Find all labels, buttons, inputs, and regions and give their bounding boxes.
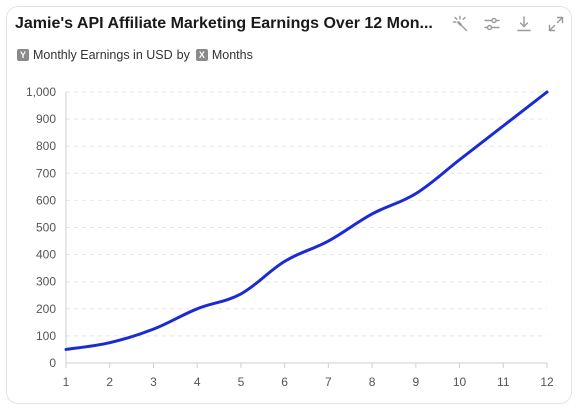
x-tick-label: 1 [63, 375, 70, 389]
y-tick-label: 500 [36, 221, 56, 235]
x-tick-labels: 1 2 3 4 5 6 7 8 9 10 11 12 [63, 375, 554, 389]
legend-by: by [176, 48, 190, 62]
chart-toolbar [450, 14, 566, 34]
y-tick-label: 800 [36, 139, 56, 153]
y-axis-label: Monthly Earnings in USD [33, 48, 173, 62]
magic-icon[interactable] [450, 14, 470, 34]
y-tick-label: 0 [49, 356, 56, 370]
x-tick-label: 4 [194, 375, 201, 389]
x-axis-label: Months [211, 48, 253, 62]
chart-card [6, 6, 572, 404]
x-tick-label: 10 [453, 375, 467, 389]
x-tick-label: 12 [540, 375, 554, 389]
download-icon[interactable] [514, 14, 534, 34]
x-tick-label: 6 [281, 375, 288, 389]
y-tick-label: 300 [36, 275, 56, 289]
series-line [64, 90, 549, 351]
axes [65, 92, 548, 368]
x-axis-badge: X [195, 49, 208, 61]
y-tick-label: 900 [36, 112, 56, 126]
series [64, 90, 549, 351]
y-tick-label: 700 [36, 166, 56, 180]
y-tick-label: 100 [36, 329, 56, 343]
x-tick-label: 3 [150, 375, 157, 389]
y-tick-label: 400 [36, 248, 56, 262]
x-tick-label: 8 [369, 375, 376, 389]
y-tick-label: 600 [36, 193, 56, 207]
x-tick-label: 9 [412, 375, 419, 389]
x-tick-label: 7 [325, 375, 332, 389]
x-tick-label: 2 [106, 375, 113, 389]
y-tick-label: 1,000 [26, 85, 56, 99]
sliders-icon[interactable] [482, 14, 502, 34]
expand-icon[interactable] [546, 14, 566, 34]
y-tick-label: 200 [36, 302, 56, 316]
y-axis-badge: Y [17, 49, 29, 61]
x-tick-label: 11 [497, 375, 510, 389]
grid-lines [66, 91, 547, 337]
x-tick-label: 5 [238, 375, 245, 389]
axis-legend: Y Monthly Earnings in USD by X Months [17, 47, 253, 63]
y-tick-labels: 0 100 200 300 400 500 600 700 800 900 1,000 [26, 85, 56, 370]
